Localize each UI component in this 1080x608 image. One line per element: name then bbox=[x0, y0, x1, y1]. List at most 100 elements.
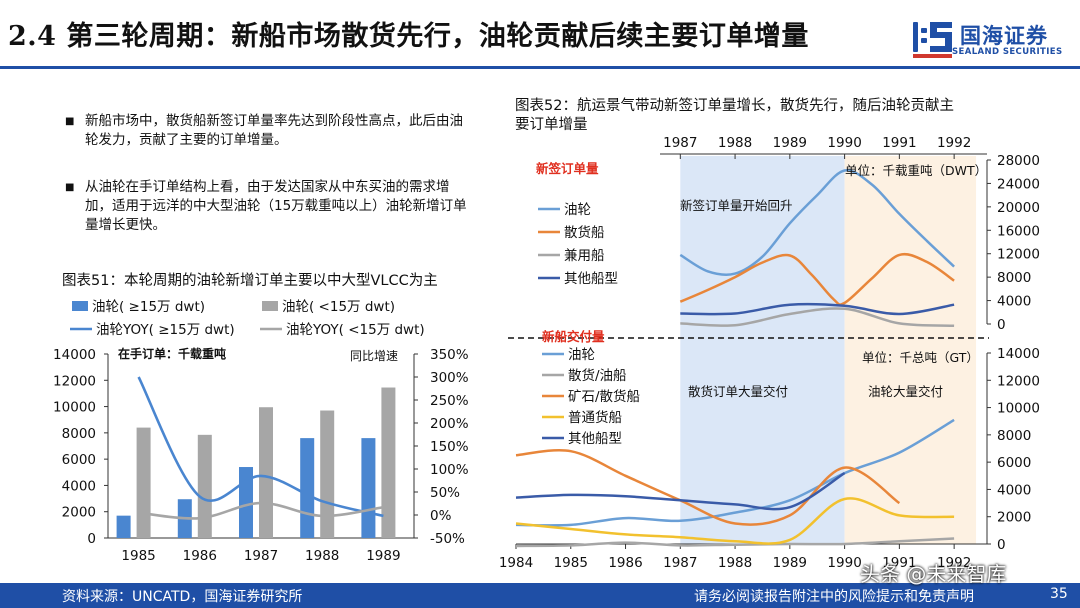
chart52-caption-line2: 要订单增量 bbox=[515, 117, 588, 133]
line-deliveries- bbox=[515, 449, 901, 526]
top-y-tick-label: 8000 bbox=[997, 270, 1031, 286]
x-tick-label: 1985 bbox=[121, 548, 155, 564]
chart51-caption: 图表51：本轮周期的油轮新增订单主要以中大型VLCC为主 bbox=[62, 273, 438, 289]
line-deliveries- bbox=[515, 418, 955, 527]
legend-swatch-1 bbox=[262, 301, 278, 311]
legend-deliveries-label-1: 散货/油船 bbox=[568, 367, 627, 384]
left-tick-label: 2000 bbox=[62, 505, 96, 521]
bottom-y-tick-label: 14000 bbox=[997, 346, 1040, 362]
header-rule bbox=[0, 66, 1080, 69]
chart52-top-unit-label: 单位：千载重吨（DWT） bbox=[845, 163, 987, 178]
bullet-marker-icon: ■ bbox=[65, 182, 75, 193]
legend-label-0: 油轮( ≥15万 dwt) bbox=[92, 299, 205, 315]
bottom-x-tick-label: 1986 bbox=[608, 555, 642, 571]
legend-new-orders-label-1: 散货船 bbox=[564, 224, 605, 241]
bottom-y-tick-label: 0 bbox=[997, 537, 1006, 553]
x-tick-label: 1987 bbox=[244, 548, 278, 564]
bar-15-dwt-1985 bbox=[136, 427, 151, 538]
bottom-y-tick-label: 12000 bbox=[997, 373, 1040, 389]
right-tick-label: 250% bbox=[430, 393, 469, 409]
bottom-y-tick-label: 10000 bbox=[997, 401, 1040, 417]
top-y-tick-label: 0 bbox=[997, 317, 1006, 333]
chart52-caption-line1: 图表52：航运景气带动新签订单量增长，散货先行，随后油轮贡献主 bbox=[515, 98, 954, 114]
bottom-x-tick-label: 1985 bbox=[554, 555, 588, 571]
left-tick-label: 4000 bbox=[62, 478, 96, 494]
top-y-tick-label: 20000 bbox=[997, 200, 1040, 216]
shaded-region-1 bbox=[844, 156, 977, 544]
legend-new-orders-label-0: 油轮 bbox=[564, 202, 591, 218]
top-x-tick-label: 1987 bbox=[663, 135, 697, 151]
bottom-x-tick-label: 1987 bbox=[663, 555, 697, 571]
line-new-orders- bbox=[680, 307, 955, 328]
footer-page-number: 35 bbox=[1050, 586, 1068, 602]
chart52-svg: 1987 1988 1989 1990 1991 1992 0 4000 8000 12000 16… bbox=[500, 135, 1040, 571]
bottom-y-tick-label: 2000 bbox=[997, 510, 1031, 526]
bottom-x-tick-label: 1990 bbox=[827, 555, 861, 571]
chart52-bottom-annotation-2: 油轮大量交付 bbox=[868, 384, 943, 399]
legend-deliveries-label-4: 其他船型 bbox=[568, 431, 622, 447]
chart52-top-title: 新签订单量 bbox=[536, 161, 599, 176]
legend-deliveries-label-2: 矿石/散货船 bbox=[568, 388, 640, 405]
footer-bar: 资料来源：UNCATD，国海证券研究所 请务必阅读报告附注中的风险提示和免责声明… bbox=[0, 583, 1080, 608]
shaded-region-0 bbox=[680, 156, 845, 544]
top-y-tick-label: 28000 bbox=[997, 153, 1040, 169]
watermark: 头条 @未来智库 bbox=[860, 562, 1007, 586]
right-tick-label: 50% bbox=[430, 485, 460, 501]
logo-text-en: SEALAND SECURITIES bbox=[952, 47, 1063, 57]
bullet-marker-icon: ■ bbox=[65, 116, 75, 127]
title-text: 第三轮周期：新船市场散货先行，油轮贡献后续主要订单增量 bbox=[66, 21, 809, 52]
bottom-x-tick-label: 1991 bbox=[882, 555, 916, 571]
footer-source: 资料来源：UNCATD，国海证券研究所 bbox=[62, 589, 303, 605]
right-tick-label: 300% bbox=[430, 370, 469, 386]
legend-deliveries-label-0: 油轮 bbox=[568, 347, 595, 363]
logo-text-cn: 国海证券 bbox=[960, 24, 1048, 48]
bottom-x-tick-label: 1988 bbox=[718, 555, 752, 571]
chart51-left-axis-label: 在手订单：千载重吨 bbox=[118, 346, 226, 361]
right-tick-label: 150% bbox=[430, 439, 469, 455]
bar-15-dwt-1987 bbox=[259, 407, 273, 538]
chart52-top-annotation: 新签订单量开始回升 bbox=[680, 198, 793, 213]
chart52-bottom-annotation-1: 散货订单大量交付 bbox=[688, 384, 788, 399]
section-number: 2.4 bbox=[8, 21, 57, 52]
chart51-svg: 油轮( ≥15万 dwt) 油轮( <15万 dwt) 油轮YOY( ≥15万 dw… bbox=[53, 299, 469, 564]
legend-swatch-0 bbox=[72, 301, 88, 311]
legend-new-orders-label-2: 兼用船 bbox=[564, 248, 605, 264]
line-deliveries- bbox=[515, 497, 955, 545]
line-new-orders- bbox=[680, 302, 955, 316]
right-tick-label: 350% bbox=[430, 347, 469, 363]
top-x-tick-label: 1992 bbox=[937, 135, 971, 151]
chart52-bottom-title: 新船交付量 bbox=[542, 329, 605, 344]
x-tick-label: 1989 bbox=[366, 548, 400, 564]
x-tick-label: 1988 bbox=[305, 548, 339, 564]
legend-label-3: 油轮YOY( <15万 dwt) bbox=[286, 322, 425, 338]
footer-disclaimer: 请务必阅读报告附注中的风险提示和免责声明 bbox=[694, 589, 974, 605]
top-y-tick-label: 16000 bbox=[997, 223, 1040, 239]
top-y-tick-label: 12000 bbox=[997, 247, 1040, 263]
right-tick-label: 0% bbox=[430, 508, 452, 524]
line-new-orders- bbox=[679, 252, 955, 306]
top-y-tick-label: 24000 bbox=[997, 176, 1040, 192]
legend-label-1: 油轮( <15万 dwt) bbox=[282, 299, 395, 315]
legend-label-2: 油轮YOY( ≥15万 dwt) bbox=[96, 322, 235, 338]
bottom-y-tick-label: 6000 bbox=[997, 455, 1031, 471]
page-title: 2.4 第三轮周期：新船市场散货先行，油轮贡献后续主要订单增量 bbox=[8, 14, 809, 53]
left-tick-label: 8000 bbox=[62, 426, 96, 442]
bottom-y-tick-label: 4000 bbox=[997, 482, 1031, 498]
chart51-right-axis-label: 同比增速 bbox=[350, 349, 398, 363]
bottom-x-tick-label: 1992 bbox=[937, 555, 971, 571]
top-x-tick-label: 1990 bbox=[827, 135, 861, 151]
line-deliveries- bbox=[515, 472, 846, 511]
bullet-text-1: 新船市场中，散货船新签订单量率先达到阶段性高点，此后由油轮发力，贡献了主要的订单… bbox=[85, 113, 463, 148]
bullet-text-2: 从油轮在手订单结构上看，由于发达国家从中东买油的需求增加，适用于远洋的中大型油轮… bbox=[85, 179, 467, 233]
legend-deliveries-label-3: 普通货船 bbox=[568, 409, 622, 426]
bar-15-dwt-1988 bbox=[300, 438, 315, 538]
top-x-tick-label: 1988 bbox=[718, 135, 752, 151]
bar-15-dwt-1989 bbox=[361, 438, 376, 538]
bar-15-dwt-1989 bbox=[381, 387, 396, 538]
bar-15-dwt-1986 bbox=[197, 434, 212, 538]
right-tick-label: -50% bbox=[430, 531, 465, 547]
top-x-tick-label: 1989 bbox=[773, 135, 807, 151]
bar-15-dwt-1985 bbox=[116, 515, 131, 538]
line-yoy-15-dwt bbox=[137, 376, 384, 518]
left-tick-label: 12000 bbox=[53, 373, 96, 389]
